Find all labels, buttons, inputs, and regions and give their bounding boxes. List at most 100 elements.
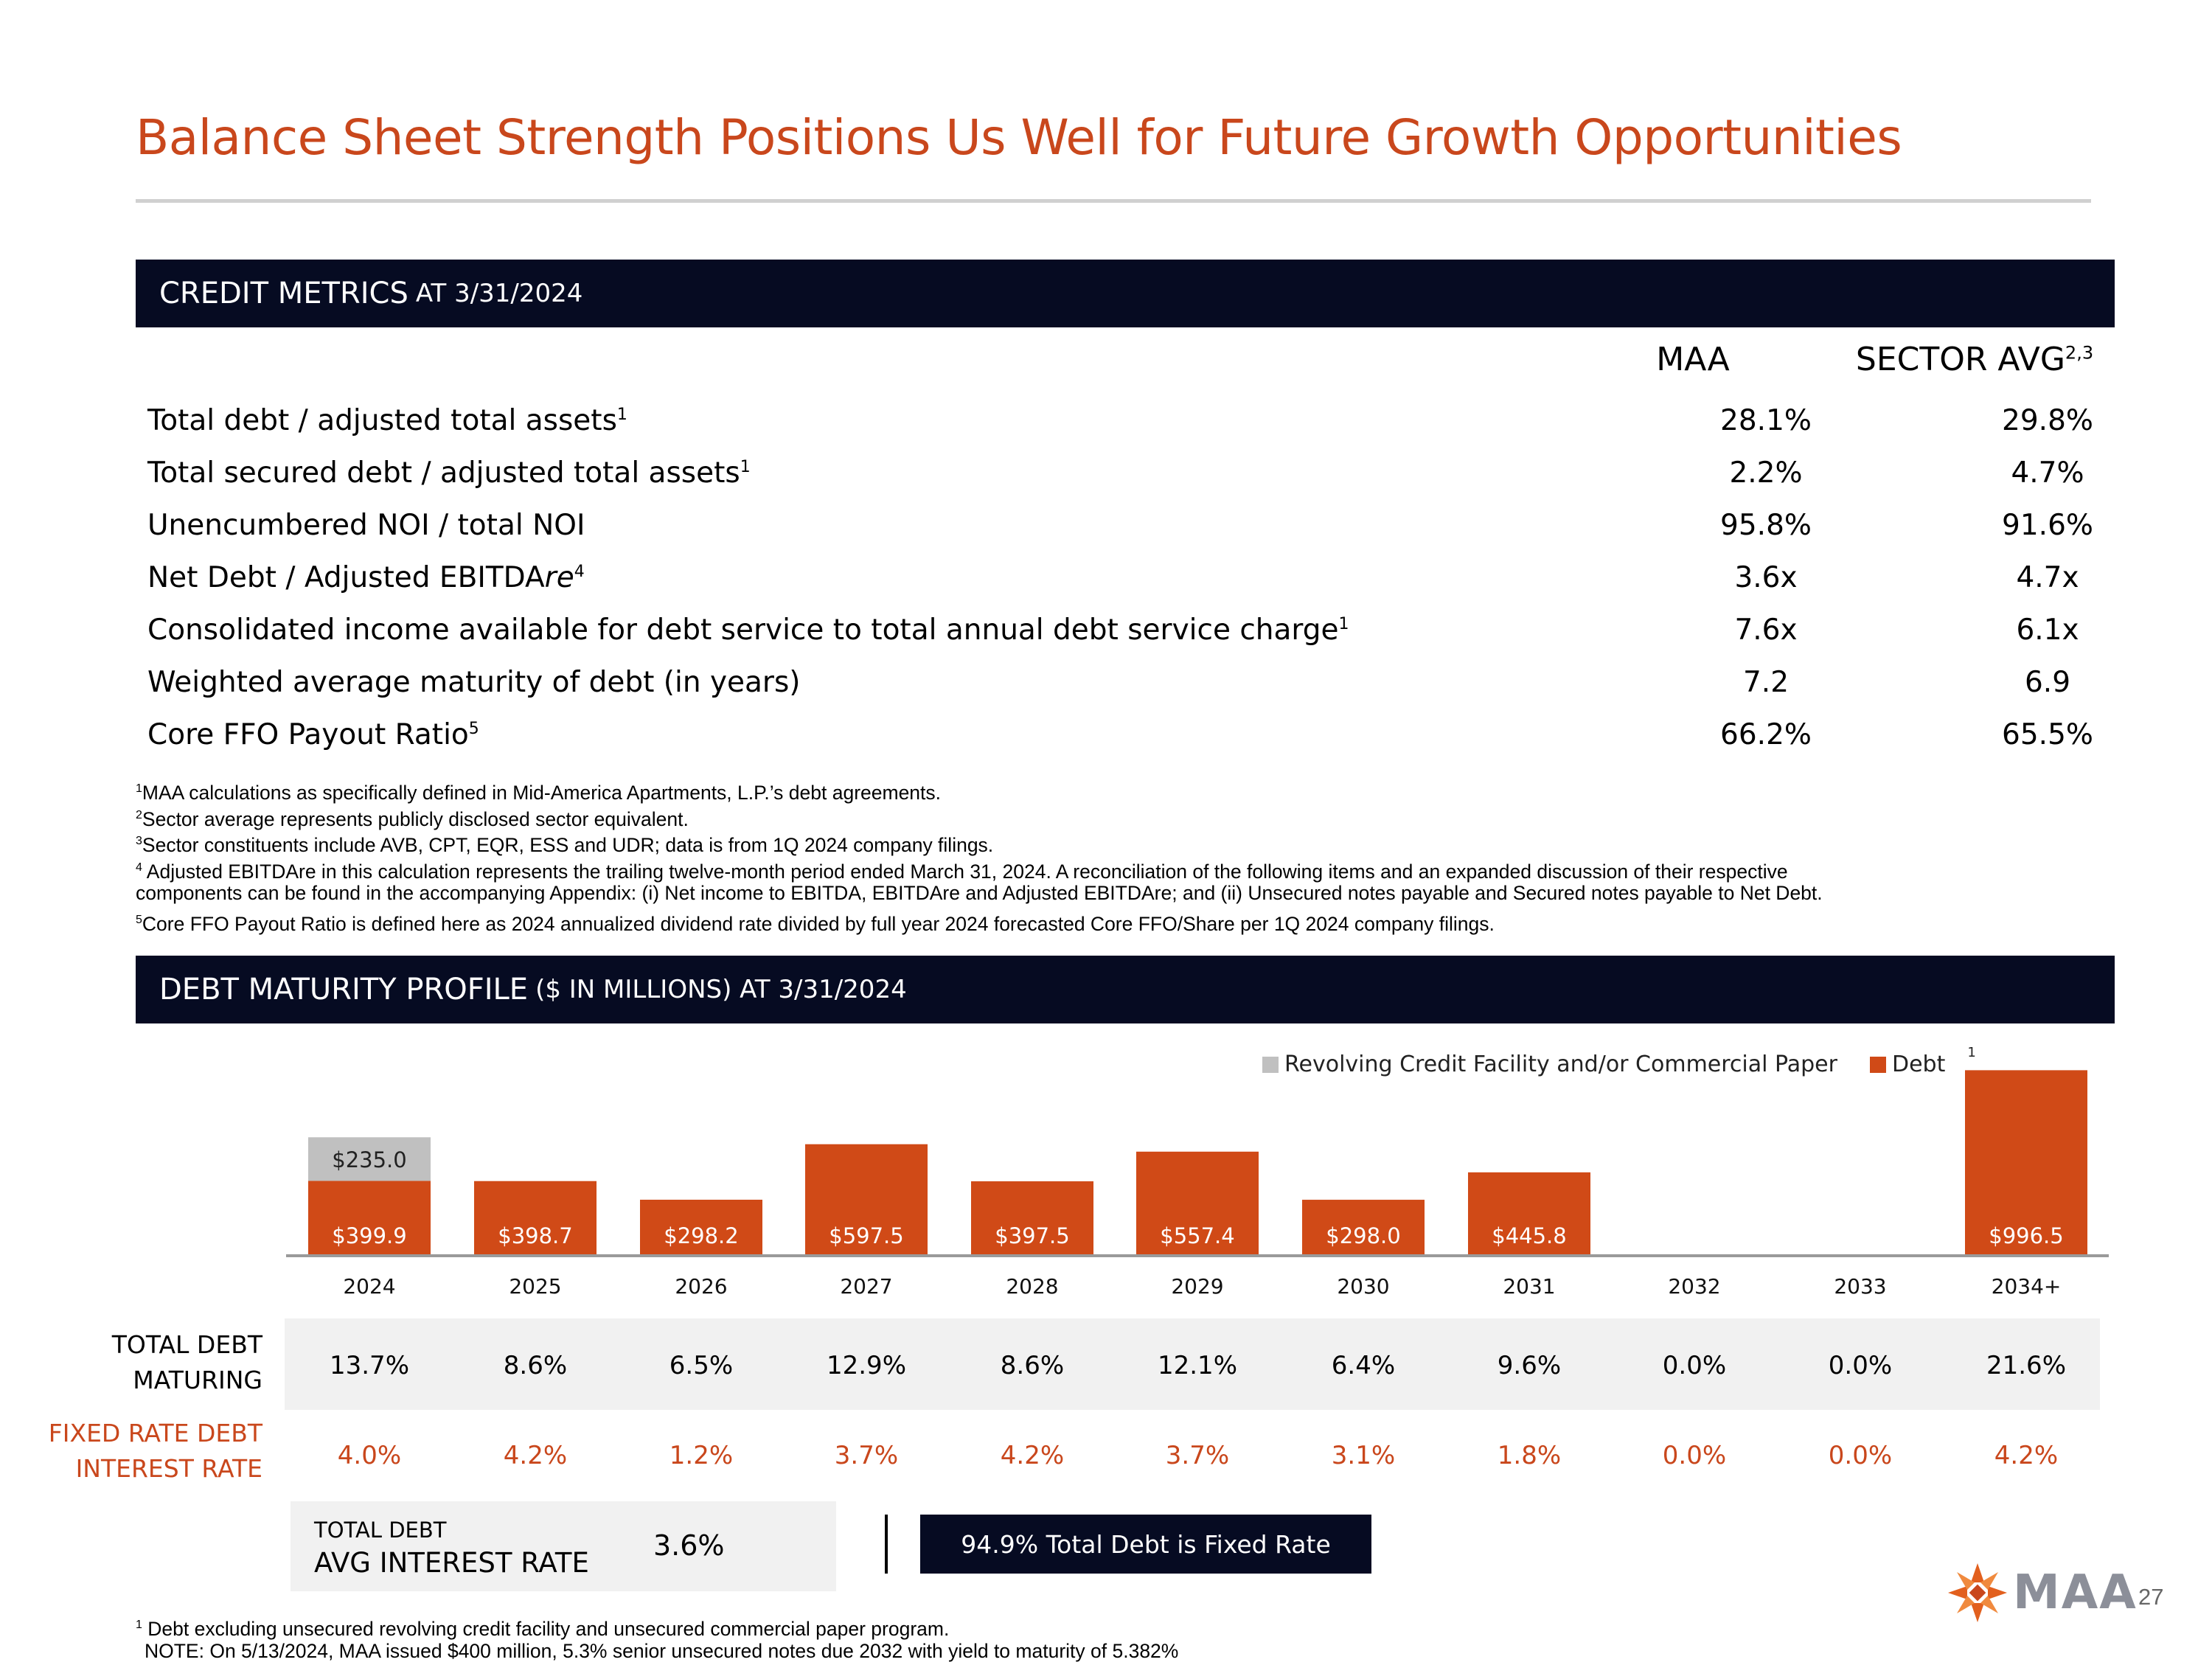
credit-metric-maa-value: 7.2	[1742, 665, 1790, 699]
credit-footnote: 5Core FFO Payout Ratio is defined here a…	[136, 912, 1495, 935]
credit-metric-maa-value: 7.6x	[1734, 613, 1798, 647]
legend-debt-footnote-marker: 1	[1967, 1045, 1976, 1060]
avg-interest-rate-box: TOTAL DEBT AVG INTEREST RATE 3.6%	[291, 1501, 836, 1591]
fixed-rate-interest-cell: 0.0%	[1828, 1441, 1893, 1470]
credit-metric-label: Core FFO Payout Ratio5	[147, 717, 479, 751]
total-debt-maturing-label: TOTAL DEBT MATURING	[111, 1330, 262, 1394]
credit-metric-row: Unencumbered NOI / total NOI 95.8% 91.6%	[147, 498, 2094, 552]
page-title: Balance Sheet Strength Positions Us Well…	[136, 109, 1902, 166]
total-debt-maturing-cell: 13.7%	[329, 1351, 409, 1380]
debt-bar	[1965, 1070, 2087, 1255]
fixed-rate-interest-cell: 3.7%	[1165, 1441, 1230, 1470]
fixed-rate-interest-cell: 4.2%	[503, 1441, 568, 1470]
credit-metric-sector-value: 29.8%	[2002, 403, 2093, 437]
debt-value-label: $445.8	[1492, 1223, 1566, 1248]
total-debt-maturing-cell: 12.9%	[826, 1351, 906, 1380]
debt-bar	[308, 1181, 431, 1255]
debt-value-label: $557.4	[1160, 1223, 1234, 1248]
total-debt-maturing-cell: 12.1%	[1157, 1351, 1237, 1380]
credit-metric-label: Consolidated income available for debt s…	[147, 613, 1349, 647]
revolving-value-label: $235.0	[332, 1147, 406, 1172]
category-tick-label: 2033	[1834, 1274, 1886, 1299]
credit-footnote: 2Sector average represents publicly disc…	[136, 807, 689, 830]
credit-metric-row: Total debt / adjusted total assets1 28.1%…	[147, 394, 2094, 447]
fixed-rate-interest-cell: 3.7%	[834, 1441, 899, 1470]
fixed-rate-box: 94.9% Total Debt is Fixed Rate	[920, 1515, 1371, 1574]
category-tick-label: 2024	[343, 1274, 395, 1299]
credit-metric-label: Unencumbered NOI / total NOI	[147, 508, 585, 542]
credit-footnote: 3Sector constituents include AVB, CPT, E…	[136, 833, 994, 856]
title-divider	[136, 199, 2091, 203]
credit-metric-row: Consolidated income available for debt s…	[147, 603, 2094, 656]
total-debt-maturing-cell: 8.6%	[1000, 1351, 1065, 1380]
category-tick-label: 2032	[1668, 1274, 1720, 1299]
credit-footnote: 4 Adjusted EBITDAre in this calculation …	[136, 860, 1788, 883]
category-tick-label: 2034+	[1992, 1274, 2062, 1299]
category-tick-label: 2030	[1337, 1274, 1389, 1299]
credit-metric-sector-value: 4.7%	[2011, 456, 2084, 490]
maa-logo-text: MAA	[2013, 1565, 2138, 1620]
legend-swatch-revolving	[1262, 1056, 1279, 1073]
credit-metric-row: Total secured debt / adjusted total asse…	[147, 446, 2094, 499]
credit-metric-maa-value: 2.2%	[1729, 456, 1803, 490]
credit-metric-sector-value: 6.1x	[2016, 613, 2079, 647]
credit-metric-sector-value: 65.5%	[2002, 717, 2093, 751]
avg-interest-label-top: TOTAL DEBT	[314, 1518, 447, 1543]
debt-maturity-subheading: ($ IN MILLIONS) AT 3/31/2024	[535, 975, 907, 1004]
fixed-rate-interest-cell: 3.1%	[1331, 1441, 1396, 1470]
debt-bar	[640, 1200, 762, 1255]
debt-value-label: $996.5	[1989, 1223, 2063, 1248]
fixed-rate-interest-cell: 1.8%	[1497, 1441, 1562, 1470]
fixed-rate-interest-cell: 0.0%	[1662, 1441, 1727, 1470]
category-tick-label: 2026	[675, 1274, 727, 1299]
credit-metric-maa-value: 3.6x	[1734, 560, 1798, 594]
debt-value-label: $397.5	[995, 1223, 1069, 1248]
debt-bar	[1302, 1200, 1425, 1255]
fixed-rate-interest-cell: 4.2%	[1994, 1441, 2059, 1470]
column-header-maa: MAA	[1656, 341, 1730, 378]
credit-metric-maa-value: 28.1%	[1720, 403, 1812, 437]
credit-metrics-heading: CREDIT METRICS	[159, 277, 408, 310]
fixed-rate-interest-cell: 1.2%	[669, 1441, 734, 1470]
avg-interest-value: 3.6%	[653, 1529, 725, 1562]
credit-metric-row: Core FFO Payout Ratio5 66.2% 65.5%	[147, 708, 2094, 761]
total-debt-maturing-cell: 0.0%	[1662, 1351, 1727, 1380]
revolving-credit-bar	[308, 1137, 431, 1181]
debt-maturity-header: DEBT MATURITY PROFILE ($ IN MILLIONS) AT…	[136, 956, 2115, 1023]
total-debt-maturing-cell: 0.0%	[1828, 1351, 1893, 1380]
maa-logo: MAA	[1947, 1562, 2138, 1624]
category-tick-label: 2029	[1171, 1274, 1223, 1299]
column-header-sector-avg: SECTOR AVG2,3	[1855, 341, 2094, 378]
debt-maturity-chart: $235.0 $399.9 2024 $398.7 2025 $298.2 2026 $597…	[286, 1070, 2109, 1299]
credit-footnote: components can be found in the accompany…	[136, 882, 1823, 904]
debt-bar	[474, 1181, 597, 1255]
legend-label-debt: Debt	[1891, 1052, 1946, 1077]
debt-value-label: $597.5	[829, 1223, 903, 1248]
legend-label-revolving: Revolving Credit Facility and/or Commerc…	[1284, 1052, 1837, 1077]
credit-metric-sector-value: 91.6%	[2002, 508, 2093, 542]
chart-legend: Revolving Credit Facility and/or Commerc…	[1262, 1045, 1976, 1077]
total-debt-maturing-cell: 8.6%	[503, 1351, 568, 1380]
credit-metric-maa-value: 66.2%	[1720, 717, 1812, 751]
total-debt-maturing-cell: 6.5%	[669, 1351, 734, 1380]
issuance-note: NOTE: On 5/13/2024, MAA issued $400 mill…	[145, 1640, 1179, 1662]
fixed-rate-interest-label: FIXED RATE DEBT INTEREST RATE	[48, 1419, 262, 1483]
total-debt-maturing-cell: 21.6%	[1986, 1351, 2066, 1380]
credit-metrics-header: CREDIT METRICS AT 3/31/2024	[136, 260, 2115, 327]
divider-bar	[885, 1515, 888, 1574]
category-tick-label: 2025	[509, 1274, 561, 1299]
credit-metric-row: Net Debt / Adjusted EBITDAre4 3.6x 4.7x	[147, 551, 2094, 604]
debt-bar	[1136, 1151, 1259, 1255]
debt-value-label: $399.9	[332, 1223, 406, 1248]
category-tick-label: 2028	[1006, 1274, 1058, 1299]
credit-footnote: 1MAA calculations as specifically define…	[136, 781, 942, 804]
avg-interest-label-main: AVG INTEREST RATE	[314, 1547, 589, 1579]
debt-value-label: $398.7	[498, 1223, 572, 1248]
credit-metrics-date: AT 3/31/2024	[415, 279, 583, 308]
category-tick-label: 2027	[840, 1274, 892, 1299]
debt-footnote: 1 Debt excluding unsecured revolving cre…	[136, 1617, 950, 1640]
credit-metric-label: Total secured debt / adjusted total asse…	[147, 456, 751, 490]
fixed-rate-interest-cell: 4.0%	[337, 1441, 402, 1470]
credit-metric-sector-value: 4.7x	[2016, 560, 2079, 594]
debt-maturity-heading: DEBT MATURITY PROFILE	[159, 973, 529, 1007]
